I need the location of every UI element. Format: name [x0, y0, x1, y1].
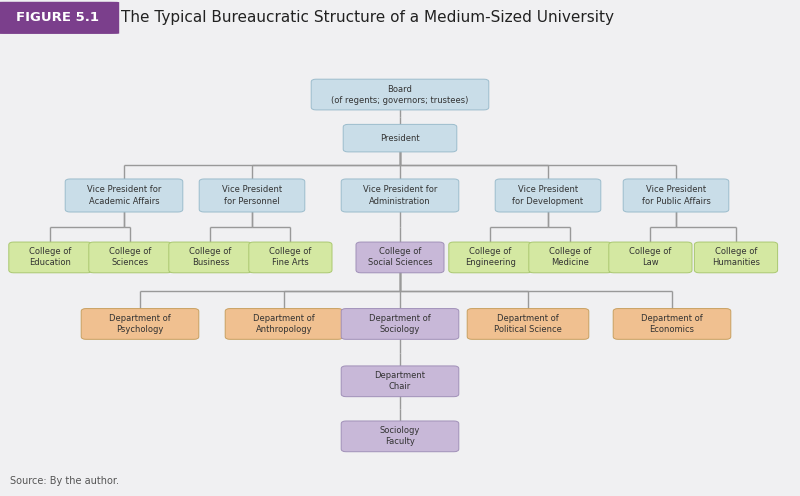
FancyBboxPatch shape: [65, 179, 182, 212]
Text: Source: By the author.: Source: By the author.: [10, 476, 118, 486]
Text: The Typical Bureaucratic Structure of a Medium-Sized University: The Typical Bureaucratic Structure of a …: [121, 9, 614, 25]
Text: College of
Humanities: College of Humanities: [712, 248, 760, 267]
Text: Vice President for
Academic Affairs: Vice President for Academic Affairs: [87, 186, 161, 205]
Text: Sociology
Faculty: Sociology Faculty: [380, 426, 420, 446]
FancyBboxPatch shape: [356, 242, 444, 273]
FancyBboxPatch shape: [495, 179, 601, 212]
Text: College of
Education: College of Education: [30, 248, 71, 267]
FancyBboxPatch shape: [341, 366, 459, 397]
FancyBboxPatch shape: [249, 242, 332, 273]
FancyBboxPatch shape: [9, 242, 92, 273]
FancyBboxPatch shape: [609, 242, 692, 273]
FancyBboxPatch shape: [341, 309, 459, 339]
Text: College of
Engineering: College of Engineering: [465, 248, 516, 267]
Text: College of
Fine Arts: College of Fine Arts: [270, 248, 311, 267]
FancyBboxPatch shape: [341, 179, 459, 212]
Text: Department of
Political Science: Department of Political Science: [494, 314, 562, 334]
FancyBboxPatch shape: [89, 242, 172, 273]
FancyBboxPatch shape: [82, 309, 199, 339]
FancyBboxPatch shape: [311, 79, 489, 110]
Text: Vice President for
Administration: Vice President for Administration: [363, 186, 437, 205]
Text: Department of
Anthropology: Department of Anthropology: [253, 314, 315, 334]
Text: Department of
Psychology: Department of Psychology: [109, 314, 171, 334]
FancyBboxPatch shape: [694, 242, 778, 273]
FancyBboxPatch shape: [341, 421, 459, 452]
FancyBboxPatch shape: [467, 309, 589, 339]
Text: College of
Law: College of Law: [630, 248, 671, 267]
Text: Vice President
for Personnel: Vice President for Personnel: [222, 186, 282, 205]
FancyBboxPatch shape: [529, 242, 612, 273]
FancyBboxPatch shape: [169, 242, 252, 273]
FancyBboxPatch shape: [0, 2, 119, 34]
Text: Department of
Sociology: Department of Sociology: [369, 314, 431, 334]
FancyBboxPatch shape: [623, 179, 729, 212]
Text: College of
Business: College of Business: [190, 248, 231, 267]
Text: College of
Social Sciences: College of Social Sciences: [368, 248, 432, 267]
Text: President: President: [380, 133, 420, 143]
Text: Department of
Economics: Department of Economics: [641, 314, 703, 334]
FancyBboxPatch shape: [226, 309, 343, 339]
Text: Vice President
for Public Affairs: Vice President for Public Affairs: [642, 186, 710, 205]
Text: FIGURE 5.1: FIGURE 5.1: [16, 10, 98, 24]
Text: Board
(of regents; governors; trustees): Board (of regents; governors; trustees): [331, 84, 469, 105]
Text: Vice President
for Development: Vice President for Development: [513, 186, 583, 205]
Text: College of
Medicine: College of Medicine: [550, 248, 591, 267]
Text: College of
Sciences: College of Sciences: [110, 248, 151, 267]
FancyBboxPatch shape: [449, 242, 532, 273]
FancyBboxPatch shape: [199, 179, 305, 212]
FancyBboxPatch shape: [343, 124, 457, 152]
FancyBboxPatch shape: [613, 309, 731, 339]
Text: Department
Chair: Department Chair: [374, 371, 426, 391]
